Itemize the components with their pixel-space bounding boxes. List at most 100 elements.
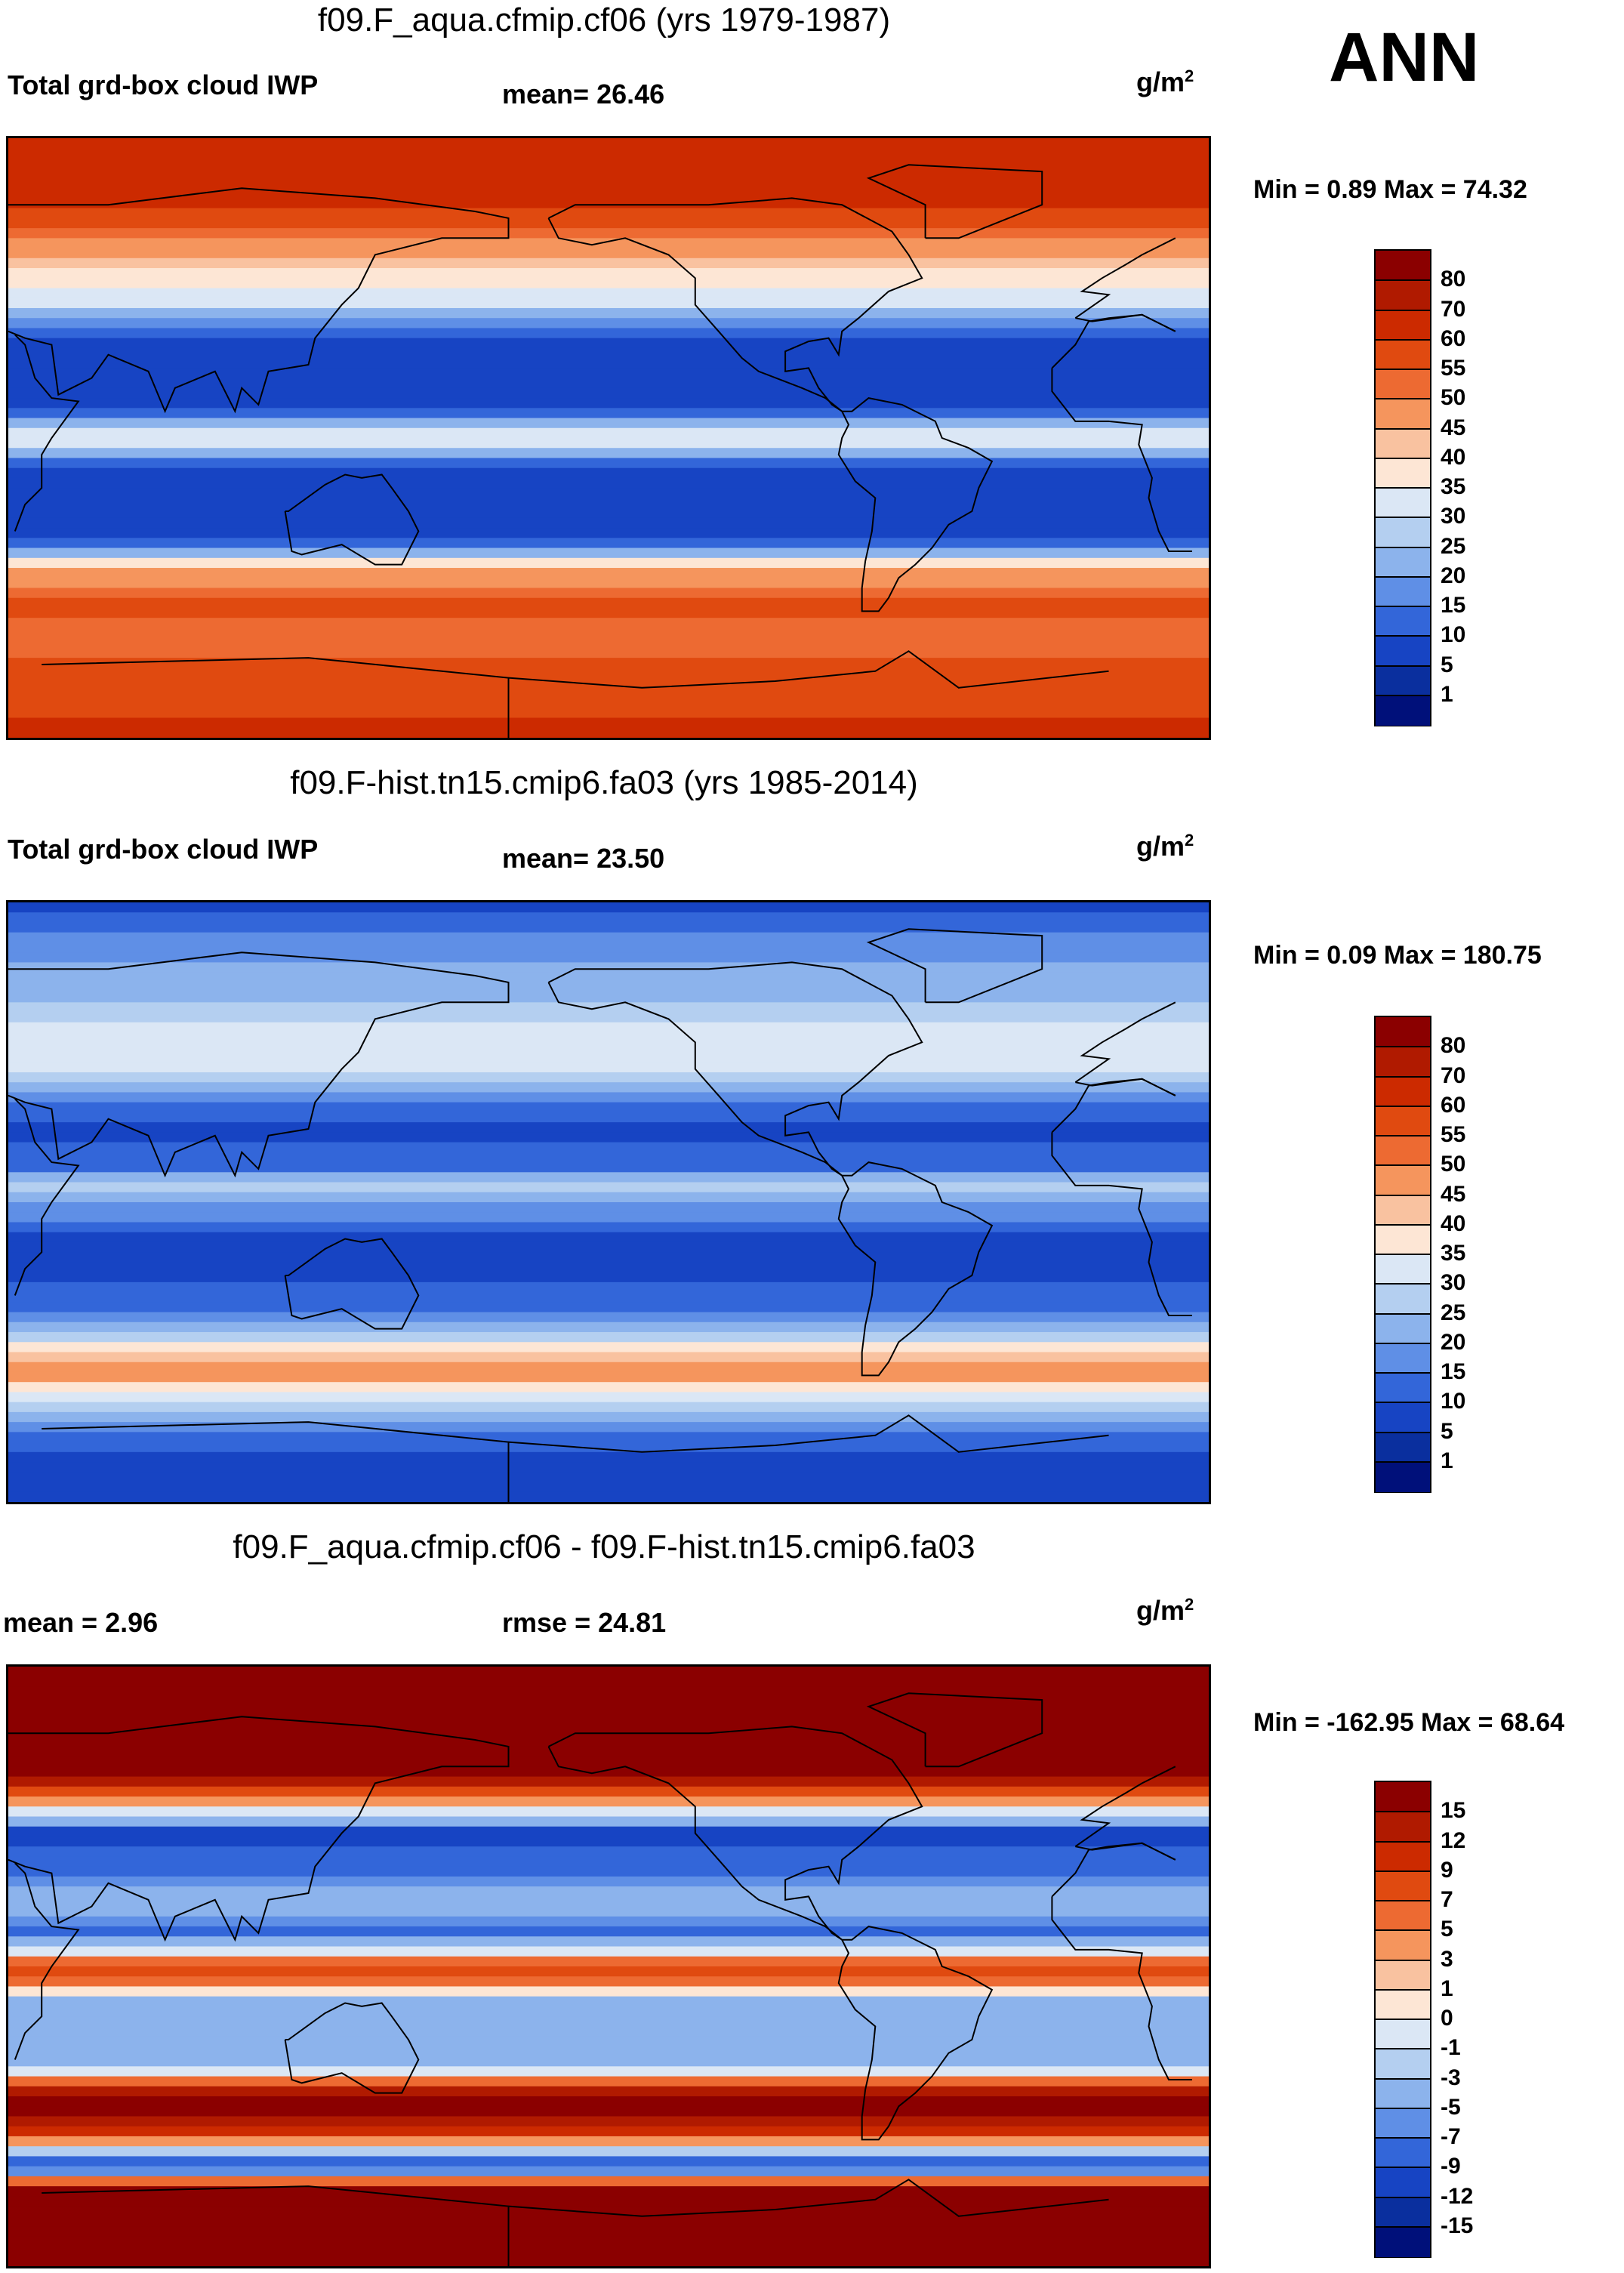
panel-1-coastline	[42, 650, 1109, 738]
colorbar-tick-label: 80	[1441, 1033, 1466, 1059]
colorbar-tick-label: -5	[1441, 2094, 1461, 2120]
panel-2-zonal-band	[8, 932, 1209, 943]
panel-1-zonal-band	[8, 268, 1209, 279]
colorbar-separator	[1376, 2196, 1430, 2198]
colorbar-tick-label: -15	[1441, 2213, 1474, 2238]
colorbar-tick-label: -12	[1441, 2183, 1474, 2209]
panel-3-zonal-band	[8, 1816, 1209, 1827]
colorbar-tick-label: 40	[1441, 444, 1466, 470]
colorbar-separator	[1376, 1929, 1430, 1932]
panel-3-zonal-band	[8, 1906, 1209, 1917]
colorbar-swatch	[1376, 251, 1430, 281]
panel-2-zonal-band	[8, 1082, 1209, 1093]
panel-2-coastline	[14, 1078, 1192, 1316]
colorbar-separator	[1376, 1840, 1430, 1843]
panel-1-zonal-band	[8, 727, 1209, 738]
panel-2-zonal-band	[8, 1142, 1209, 1153]
panel-1-coastline	[547, 197, 923, 412]
panel-3-colorbar: 15 12 9 7 5 3 1 0 -1 -3 -5 -7 -9 -12 -15	[1374, 1781, 1473, 2258]
panel-2-zonal-band	[8, 1392, 1209, 1403]
panel-3-zonal-band	[8, 2086, 1209, 2097]
colorbar-separator	[1376, 338, 1430, 341]
panel-1-zonal-band	[8, 168, 1209, 179]
panel-2-zonal-band	[8, 1062, 1209, 1073]
panel-2-zonal-band	[8, 1102, 1209, 1113]
panel-1-zonal-band	[8, 208, 1209, 219]
panel-1-zonal-band	[8, 338, 1209, 349]
panel-1-zonal-band	[8, 418, 1209, 429]
colorbar-separator	[1376, 575, 1430, 578]
colorbar-swatch	[1376, 695, 1430, 726]
panel-1-zonal-band	[8, 698, 1209, 709]
panel-1-zonal-band	[8, 217, 1209, 229]
colorbar-swatch	[1376, 428, 1430, 459]
panel-3-zonal-band	[8, 1986, 1209, 1997]
panel-3-zonal-band	[8, 1806, 1209, 1818]
panel-1-zonal-band	[8, 328, 1209, 339]
colorbar-swatch	[1376, 458, 1430, 489]
panel-3-zonal-band	[8, 1886, 1209, 1898]
panel-2-title: f09.F-hist.tn15.cmip6.fa03 (yrs 1985-201…	[290, 764, 918, 801]
panel-3-zonal-band	[8, 1876, 1209, 1887]
colorbar-swatch	[1376, 1930, 1430, 1961]
panel-3-zonal-band	[8, 1776, 1209, 1787]
panel-3-zonal-band	[8, 1896, 1209, 1908]
panel-1-zonal-band	[8, 378, 1209, 389]
colorbar-separator	[1376, 1959, 1430, 1961]
colorbar-tick-label: 1	[1441, 1448, 1453, 1473]
panel-2-zonal-band	[8, 922, 1209, 933]
panel-3-zonal-band	[8, 2056, 1209, 2068]
panel-1-mean-label: mean= 26.46	[502, 79, 665, 109]
colorbar-tick-label: 25	[1441, 533, 1466, 559]
panel-2-zonal-band	[8, 1362, 1209, 1373]
panel-2-zonal-band	[8, 1042, 1209, 1053]
panel-3-zonal-band	[8, 2176, 1209, 2187]
panel-3-zonal-band	[8, 2196, 1209, 2207]
colorbar-swatch	[1376, 547, 1430, 578]
panel-2-zonal-band	[8, 992, 1209, 1004]
colorbar-tick-label: -1	[1441, 2035, 1461, 2061]
season-label: ANN	[1329, 19, 1480, 96]
colorbar-separator	[1376, 606, 1430, 607]
panel-2-zonal-band	[8, 1112, 1209, 1123]
panel-1-zonal-band	[8, 138, 1209, 150]
panel-3-zonal-band	[8, 2006, 1209, 2017]
colorbar-tick-label: 5	[1441, 1418, 1453, 1444]
colorbar-swatch	[1376, 2078, 1430, 2109]
panel-3-zonal-band	[8, 1826, 1209, 1837]
panel-2-mean-label: mean= 23.50	[502, 843, 665, 874]
panel-3-units: g/m2	[1136, 1595, 1194, 1626]
colorbar-separator	[1376, 2225, 1430, 2228]
panel-1-zonal-band	[8, 347, 1209, 359]
colorbar-swatch	[1376, 1782, 1430, 1812]
panel-1-zonal-band	[8, 278, 1209, 289]
panel-2-zonal-band	[8, 1342, 1209, 1353]
panel-1-zonal-band	[8, 488, 1209, 499]
panel-3-zonal-band	[8, 2216, 1209, 2227]
panel-3-zonal-band	[8, 1786, 1209, 1797]
panel-1-zonal-band	[8, 177, 1209, 189]
panel-3-zonal-band	[8, 1956, 1209, 1967]
colorbar-tick-label: 50	[1441, 385, 1466, 411]
colorbar-swatch	[1376, 2197, 1430, 2228]
colorbar-swatch	[1376, 399, 1430, 430]
colorbar-swatch	[1376, 1841, 1430, 1872]
panel-1-zonal-band	[8, 547, 1209, 559]
colorbar-separator	[1376, 2107, 1430, 2109]
colorbar-separator	[1376, 2077, 1430, 2080]
colorbar-tick-label: 30	[1441, 504, 1466, 529]
panel-2-zonal-band	[8, 1462, 1209, 1473]
panel-3-zonal-band	[8, 2246, 1209, 2257]
panel-1-zonal-band	[8, 448, 1209, 459]
colorbar-swatch	[1376, 369, 1430, 399]
panel-1-zonal-band	[8, 298, 1209, 309]
panel-3-title: f09.F_aqua.cfmip.cf06 - f09.F-hist.tn15.…	[233, 1528, 975, 1565]
panel-2-zonal-band	[8, 912, 1209, 924]
panel-3-zonal-band	[8, 2116, 1209, 2127]
panel-1-zonal-band	[8, 588, 1209, 599]
colorbar-separator	[1376, 665, 1430, 667]
panel-1-zonal-band	[8, 408, 1209, 419]
colorbar-separator	[1376, 546, 1430, 548]
colorbar-separator	[1376, 2048, 1430, 2050]
panel-1-map	[6, 136, 1211, 740]
